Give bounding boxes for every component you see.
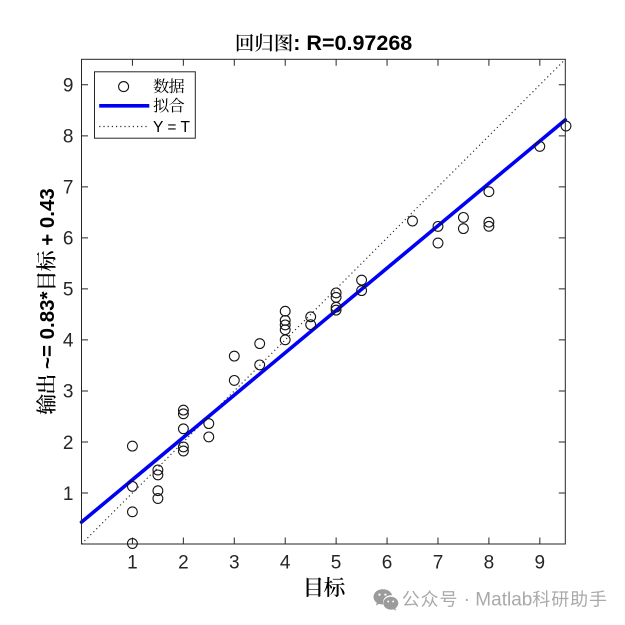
svg-text:: R=0.97268: : R=0.97268 (293, 31, 412, 55)
svg-text:2: 2 (178, 553, 189, 574)
svg-text:~= 0.83*: ~= 0.83* (36, 291, 59, 374)
svg-text:6: 6 (382, 553, 393, 574)
svg-text:5: 5 (331, 553, 342, 574)
svg-text:3: 3 (229, 553, 240, 574)
svg-text:2: 2 (63, 433, 74, 454)
svg-text:9: 9 (63, 76, 74, 97)
svg-text:6: 6 (63, 229, 74, 250)
svg-text:Y = T: Y = T (153, 119, 190, 136)
svg-text:1: 1 (63, 484, 74, 505)
svg-text:7: 7 (433, 553, 444, 574)
svg-text:4: 4 (280, 553, 291, 574)
svg-text:Matlab: Matlab (475, 590, 532, 611)
svg-text:9: 9 (535, 553, 546, 574)
svg-text:1: 1 (127, 553, 138, 574)
svg-text:8: 8 (484, 553, 495, 574)
svg-text:5: 5 (63, 280, 74, 301)
svg-text:+ 0.43: + 0.43 (36, 188, 59, 251)
svg-text:3: 3 (63, 382, 74, 403)
svg-text:7: 7 (63, 178, 74, 199)
svg-text:·: · (458, 590, 475, 611)
svg-text:4: 4 (63, 331, 74, 352)
svg-text:8: 8 (63, 127, 74, 148)
